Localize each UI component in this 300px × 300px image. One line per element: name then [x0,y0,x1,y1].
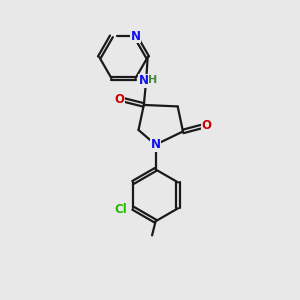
Text: N: N [139,74,149,87]
Text: N: N [151,138,160,151]
Text: H: H [148,75,158,85]
Text: Cl: Cl [114,203,127,216]
Text: N: N [130,30,141,43]
Text: O: O [114,93,124,106]
Text: O: O [202,119,212,132]
